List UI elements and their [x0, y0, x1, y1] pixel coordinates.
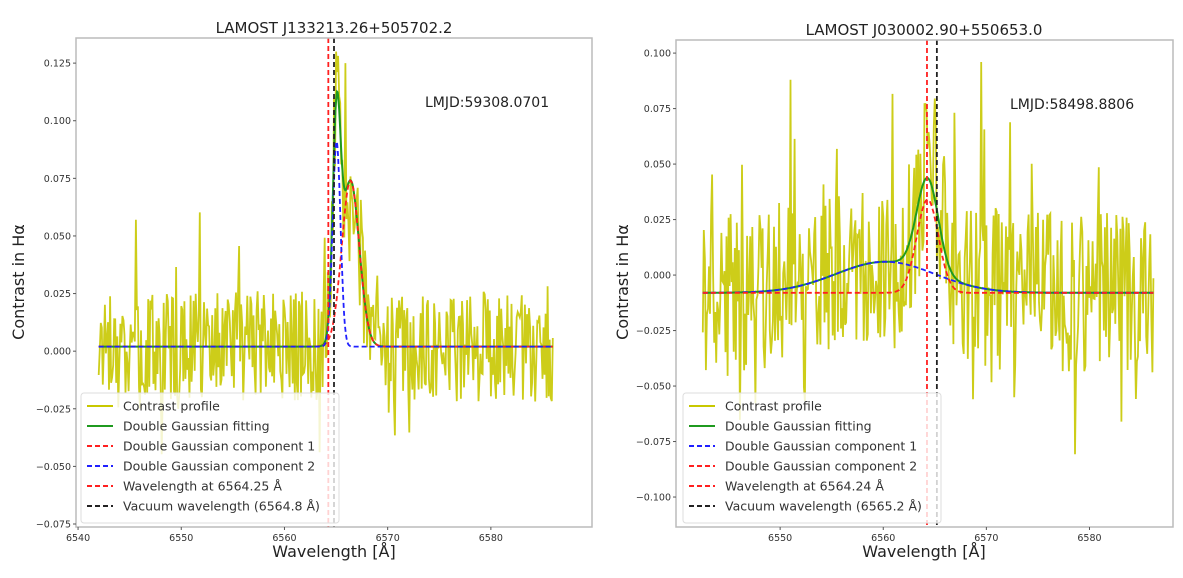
gaussian-component-2-line — [702, 198, 1154, 294]
plot-area — [701, 40, 1155, 527]
legend: Contrast profile Double Gaussian fitting D… — [682, 392, 942, 524]
x-tick-label: 6570 — [974, 533, 998, 544]
y-tick-label: 0.075 — [644, 104, 671, 115]
chart-title: LAMOST J133213.26+505702.2 — [216, 19, 453, 37]
y-axis-label: Contrast in Hα — [9, 224, 28, 340]
y-tick-label: −0.050 — [36, 462, 71, 473]
legend-label: Double Gaussian fitting — [123, 419, 270, 434]
x-tick-label: 6550 — [768, 533, 792, 544]
x-tick-label: 6580 — [479, 533, 503, 544]
y-tick-label: −0.050 — [636, 382, 671, 393]
y-tick-label: −0.075 — [636, 437, 671, 448]
x-tick-label: 6560 — [871, 533, 895, 544]
x-axis-label: Wavelength [Å] — [272, 542, 395, 561]
contrast-profile-line — [701, 61, 1155, 455]
chart-panel-left: LAMOST J133213.26+505702.2 LMJD:59308.07… — [9, 19, 593, 561]
legend-label: Double Gaussian fitting — [725, 419, 872, 434]
gaussian-component-2-line — [98, 138, 553, 348]
y-tick-label: 0.050 — [44, 231, 71, 242]
axes-frame — [75, 37, 593, 528]
legend-label: Wavelength at 6564.25 Å — [123, 479, 282, 494]
legend-label: Vacuum wavelength (6564.8 Å) — [123, 499, 320, 514]
y-tick-label: 0.125 — [44, 59, 71, 70]
axes-frame — [675, 39, 1174, 528]
y-tick-label: −0.075 — [36, 520, 71, 531]
y-tick-label: 0.000 — [644, 271, 671, 282]
legend-label: Double Gaussian component 2 — [123, 459, 315, 474]
y-tick-label: −0.025 — [636, 326, 671, 337]
plot-area — [97, 38, 554, 527]
legend-label: Contrast profile — [123, 399, 220, 414]
legend: Contrast profile Double Gaussian fitting D… — [80, 392, 340, 524]
y-tick-label: 0.050 — [644, 160, 671, 171]
lmjd-annotation: LMJD:58498.8806 — [1010, 97, 1134, 113]
y-axis-label: Contrast in Hα — [613, 224, 632, 340]
y-tick-label: −0.025 — [36, 404, 71, 415]
legend-label: Double Gaussian component 2 — [725, 459, 917, 474]
x-tick-label: 6580 — [1077, 533, 1101, 544]
legend-box — [682, 392, 942, 524]
y-tick-label: 0.100 — [44, 116, 71, 127]
legend-label: Contrast profile — [725, 399, 822, 414]
legend-label: Double Gaussian component 1 — [123, 439, 315, 454]
y-tick-label: 0.100 — [644, 49, 671, 60]
x-axis-label: Wavelength [Å] — [862, 542, 985, 561]
y-tick-label: 0.025 — [644, 215, 671, 226]
legend-label: Wavelength at 6564.24 Å — [725, 479, 884, 494]
y-tick-label: −0.100 — [636, 493, 671, 504]
legend-box — [80, 392, 340, 524]
x-tick-label: 6560 — [272, 533, 296, 544]
chart-title: LAMOST J030002.90+550653.0 — [806, 21, 1043, 39]
legend-label: Vacuum wavelength (6565.2 Å) — [725, 499, 922, 514]
lmjd-annotation: LMJD:59308.0701 — [425, 95, 549, 111]
y-tick-label: 0.025 — [44, 289, 71, 300]
x-tick-label: 6570 — [376, 533, 400, 544]
chart-panel-right: LAMOST J030002.90+550653.0 LMJD:58498.88… — [613, 21, 1174, 561]
x-tick-label: 6550 — [169, 533, 193, 544]
legend-label: Double Gaussian component 1 — [725, 439, 917, 454]
x-tick-label: 6540 — [66, 533, 90, 544]
y-tick-label: 0.000 — [44, 347, 71, 358]
y-tick-label: 0.075 — [44, 174, 71, 185]
